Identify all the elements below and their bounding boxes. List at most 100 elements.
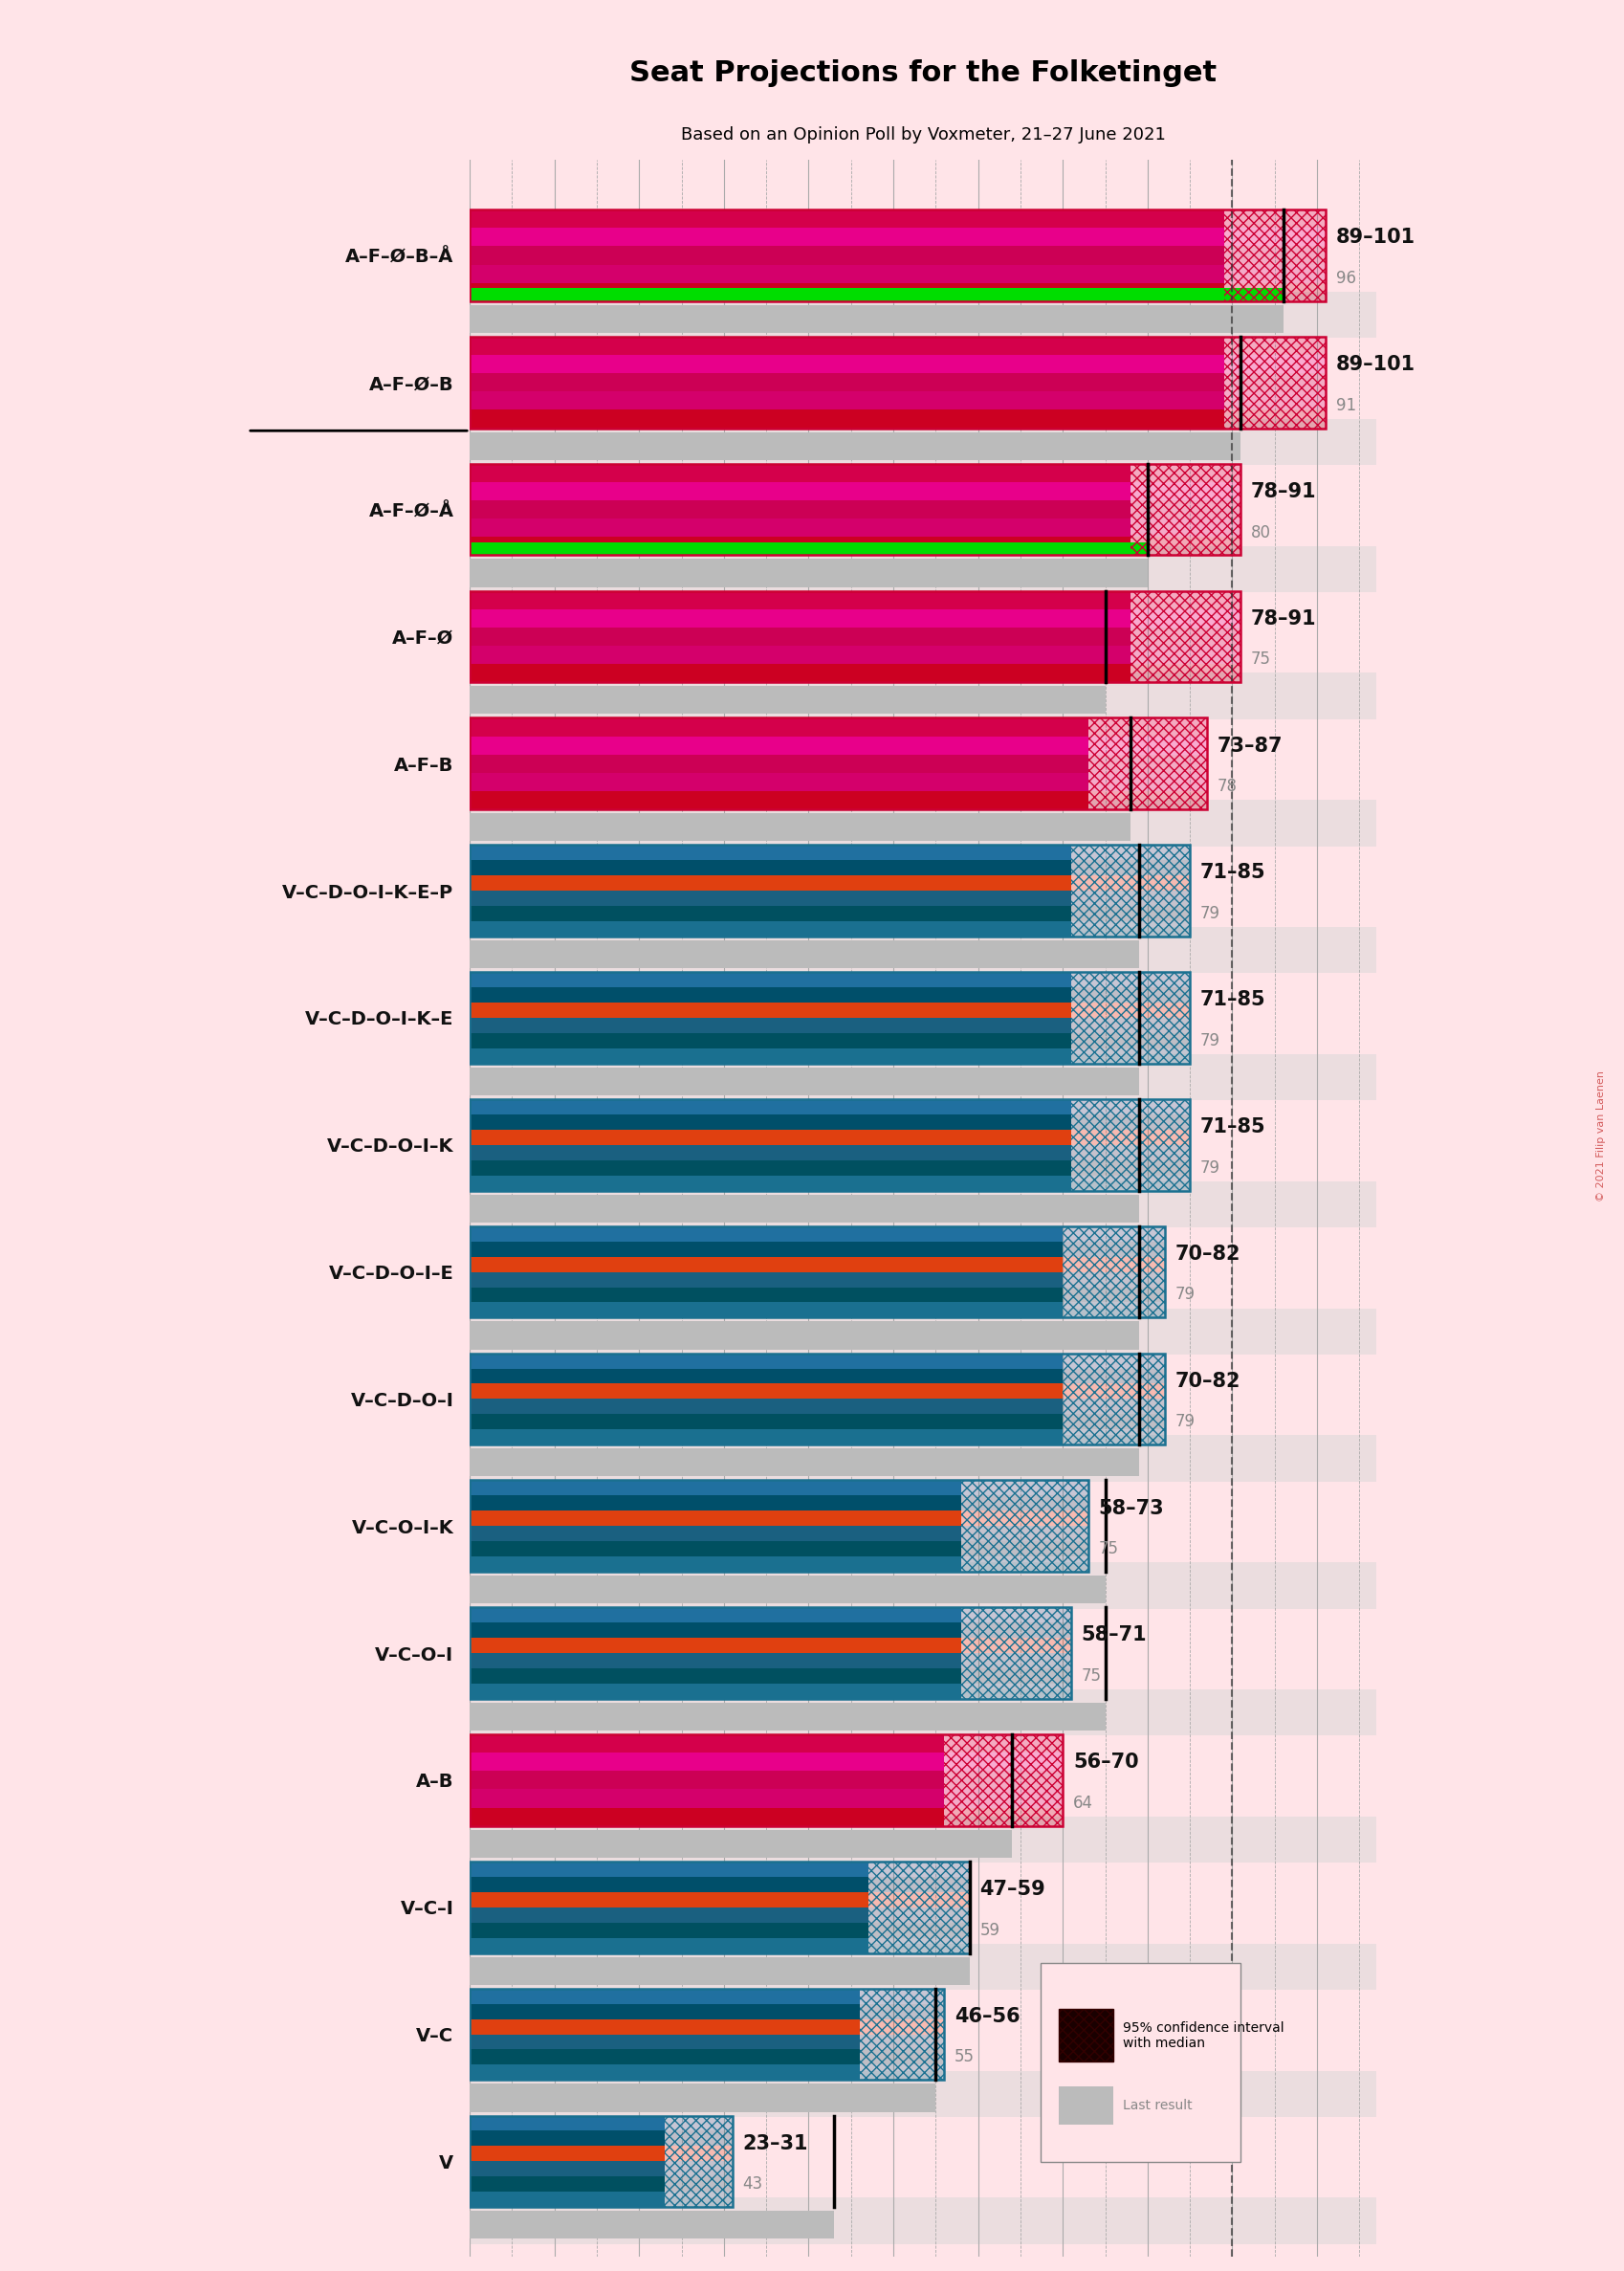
Bar [469,645,1130,663]
Bar [469,518,1130,536]
Bar [469,1195,1138,1222]
Bar [469,1862,867,1876]
Bar [469,1753,944,1771]
Bar [1070,922,1189,936]
Bar [469,1272,1062,1288]
Bar [1130,536,1241,554]
Bar [469,1989,859,2003]
Bar [469,545,1376,593]
Bar [1088,772,1207,790]
Bar [469,2003,859,2019]
Bar [469,861,1070,874]
Bar [469,1481,1088,1572]
Bar [469,845,1070,861]
Text: 79: 79 [1200,904,1220,922]
Bar [469,2085,935,2112]
Bar [469,1049,1070,1063]
Bar [469,2117,732,2207]
Bar [1130,463,1241,554]
Text: 79: 79 [1200,1158,1220,1176]
Bar [469,1683,961,1699]
Bar [961,1653,1070,1669]
Bar [1062,1415,1164,1428]
Text: 89–101: 89–101 [1335,227,1415,248]
Bar [867,1862,970,1876]
Text: 59: 59 [979,1921,999,1939]
Text: 64: 64 [1072,1794,1093,1812]
Bar [469,1002,1070,1017]
Bar [469,288,1283,302]
Bar [1223,409,1325,429]
Bar [469,1226,1164,1317]
Text: 78–91: 78–91 [1250,481,1315,502]
Bar [469,463,1241,554]
Bar [469,500,1130,518]
Bar [469,1637,961,1653]
Bar [664,2117,732,2207]
Bar [469,1958,970,1985]
Bar [469,372,1223,391]
Bar [469,1226,1062,1242]
Bar [469,1129,1070,1145]
Bar [469,972,1070,988]
Text: 91: 91 [1335,397,1354,413]
Bar [469,2130,664,2146]
Bar [867,1937,970,1953]
Bar [469,736,1088,754]
Bar [469,409,1223,429]
FancyBboxPatch shape [1059,2010,1112,2062]
Bar [469,1497,961,1510]
Bar [664,2146,732,2162]
Bar [469,1099,1189,1190]
Bar [469,1099,1070,1115]
Text: 79: 79 [1174,1285,1194,1304]
Text: 55: 55 [953,2048,974,2067]
Bar [469,927,1376,974]
Bar [664,2117,732,2130]
Bar [1070,861,1189,874]
Bar [1223,263,1325,284]
Bar [961,1510,1088,1526]
Bar [1070,1099,1189,1115]
Bar [664,2162,732,2176]
Bar [1070,1017,1189,1033]
Bar [469,209,1325,302]
Bar [469,972,1189,1063]
Bar [1070,845,1189,861]
Bar [469,1808,944,1826]
Bar [1130,609,1241,627]
Bar [469,672,1376,720]
Text: 96: 96 [1335,270,1354,286]
Bar [469,2192,664,2207]
Bar [469,590,1130,609]
Bar [469,1354,1164,1444]
Bar [469,431,1241,461]
Bar [469,2035,859,2048]
Text: 23–31: 23–31 [742,2135,807,2153]
Bar [469,1862,970,1953]
Bar [867,1862,970,1953]
Bar [1130,663,1241,681]
Bar [469,1653,961,1669]
Bar [1088,718,1207,736]
Bar [1130,590,1241,681]
Bar [469,1322,1138,1349]
Bar [469,1067,1138,1095]
Bar [469,1876,867,1892]
Bar [1062,1226,1164,1242]
Bar [1130,627,1241,645]
Bar [859,2035,944,2048]
Bar [1070,1033,1189,1049]
Bar [664,2176,732,2192]
Bar [469,1369,1062,1383]
Bar [1062,1301,1164,1317]
Bar [961,1669,1070,1683]
Bar [961,1542,1088,1556]
Bar [469,1669,961,1683]
Bar [1130,518,1241,536]
Bar [469,1608,961,1621]
Bar [664,2130,732,2146]
Text: Based on an Opinion Poll by Voxmeter, 21–27 June 2021: Based on an Opinion Poll by Voxmeter, 21… [680,127,1164,143]
Bar [469,1892,867,1908]
Bar [469,543,1147,554]
